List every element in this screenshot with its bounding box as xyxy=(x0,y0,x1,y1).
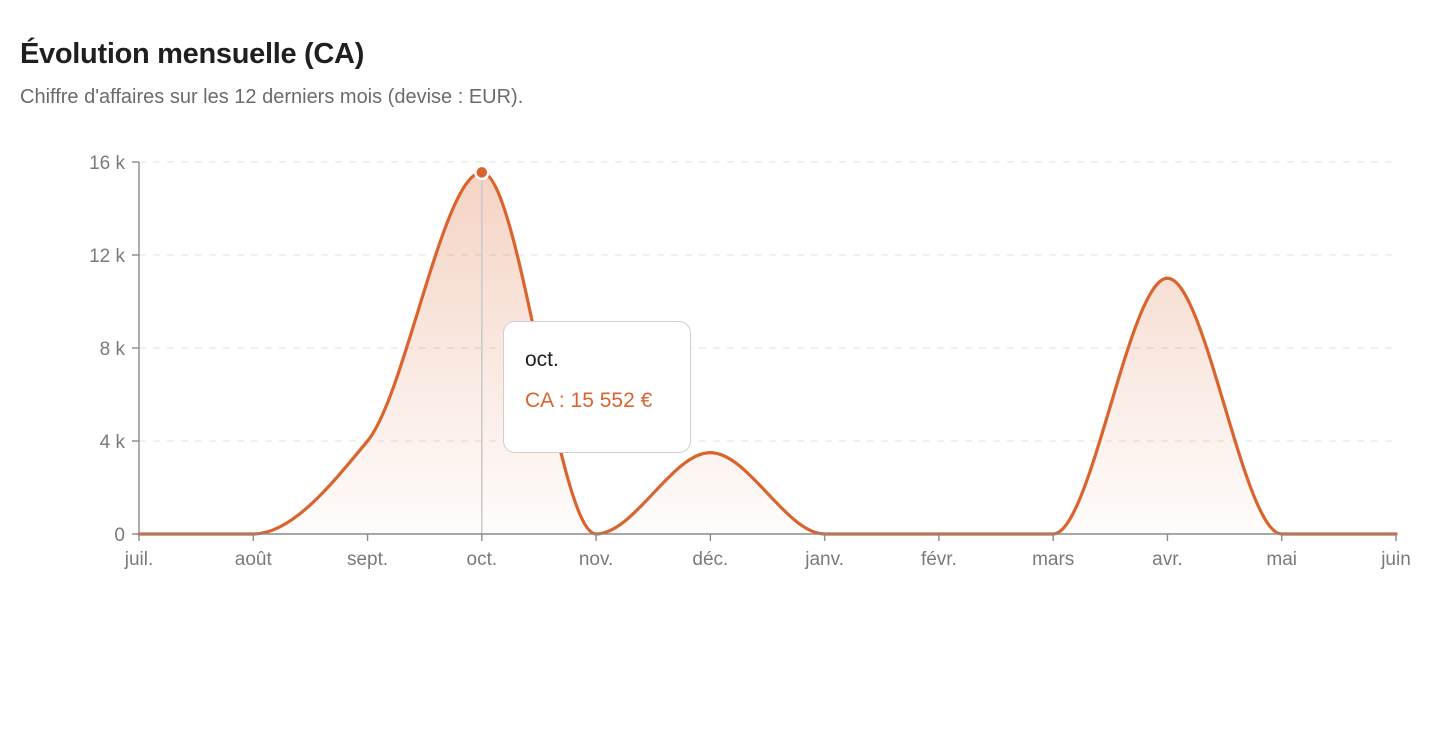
axes: 0 4 k 8 k 12 k 16 k juil. août sept. oct. nov. déc… xyxy=(89,153,1411,570)
y-tick-label-3: 12 k xyxy=(89,246,125,267)
y-tick-label-4: 16 k xyxy=(89,153,125,174)
y-tick-label-0: 0 xyxy=(114,525,125,546)
x-tick-label-0: juil. xyxy=(124,549,154,570)
series-area xyxy=(139,172,1396,534)
x-tick-label-4: nov. xyxy=(579,549,614,570)
x-tick-label-3: oct. xyxy=(467,549,498,570)
active-data-point xyxy=(474,164,490,181)
chart-subtitle: Chiffre d'affaires sur les 12 derniers m… xyxy=(20,86,524,108)
chart-tooltip: oct. CA : 15 552 € xyxy=(503,321,691,453)
x-tick-label-5: déc. xyxy=(692,549,728,570)
x-tick-label-7: févr. xyxy=(921,549,957,570)
x-tick-label-8: mars xyxy=(1032,549,1074,570)
x-tick-label-9: avr. xyxy=(1152,549,1183,570)
series-line-layer xyxy=(137,170,1398,536)
x-tick-label-6: janv. xyxy=(804,549,844,570)
x-tick-label-1: août xyxy=(235,549,273,570)
y-tick-label-1: 4 k xyxy=(100,432,126,453)
series-line xyxy=(137,170,1398,536)
x-tick-label-11: juin xyxy=(1380,549,1411,570)
data-points xyxy=(474,164,490,181)
y-tick-label-2: 8 k xyxy=(100,339,126,360)
x-tick-label-10: mai xyxy=(1266,549,1297,570)
tooltip-label: oct. xyxy=(525,348,559,371)
x-tick-label-2: sept. xyxy=(347,549,388,570)
area-fill xyxy=(139,172,1396,534)
chart-title: Évolution mensuelle (CA) xyxy=(20,38,365,70)
tooltip-value: CA : 15 552 € xyxy=(525,389,653,412)
